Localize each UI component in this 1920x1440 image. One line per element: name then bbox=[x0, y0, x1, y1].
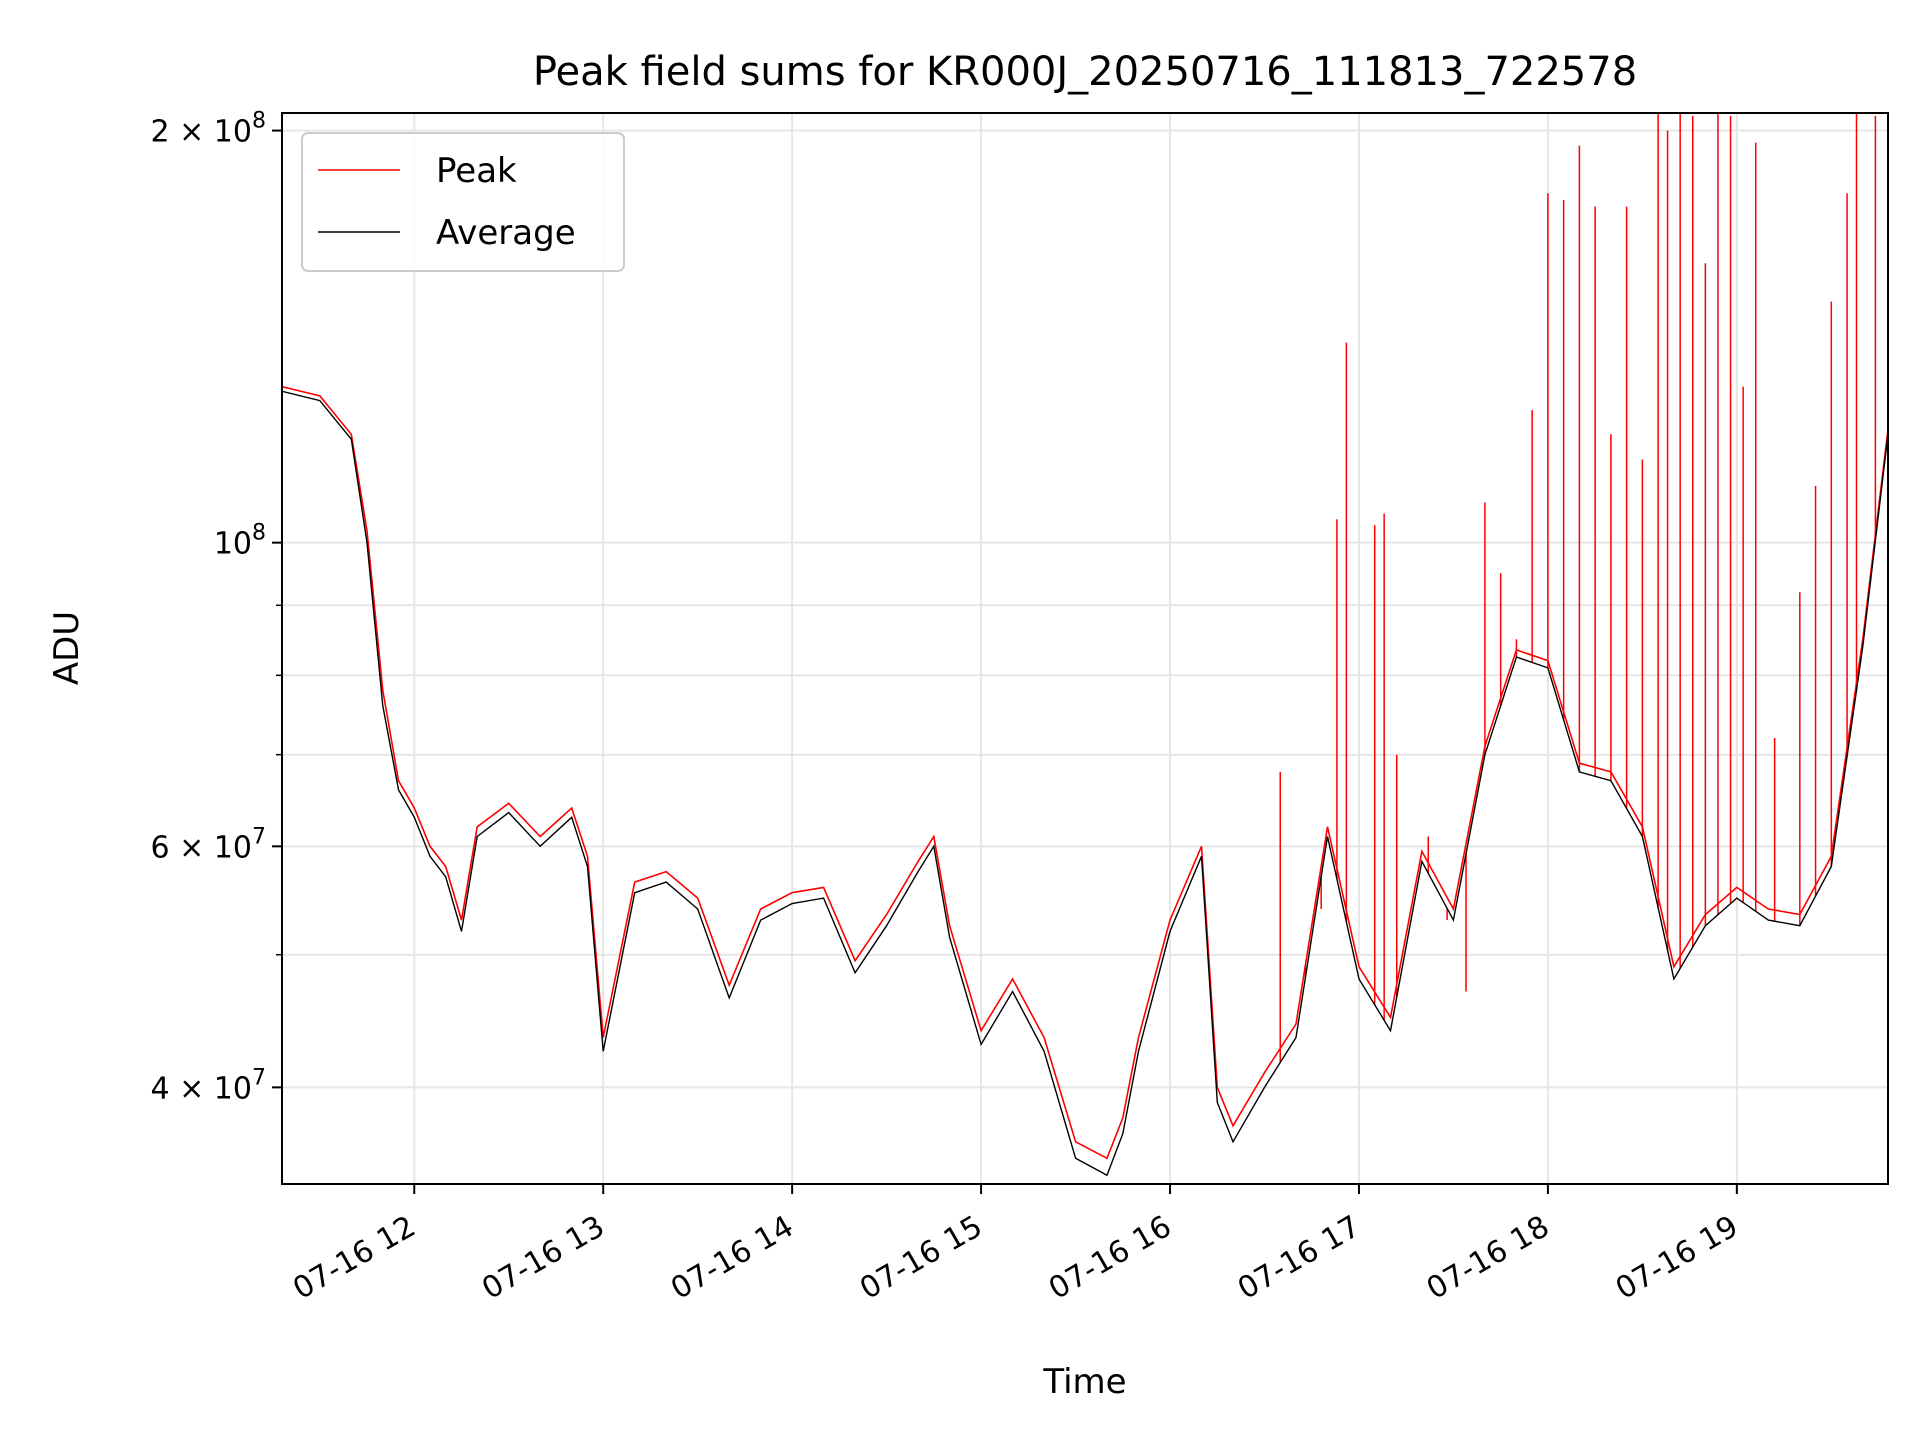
legend-peak-label: Peak bbox=[436, 151, 517, 191]
series-average-line bbox=[282, 390, 1888, 1177]
y-axis: 4 × 107 6 × 107 108 2 × 108 bbox=[151, 109, 282, 1106]
chart-title: Peak field sums for KR000J_20250716_1118… bbox=[533, 49, 1637, 95]
series-peak-line bbox=[282, 385, 1888, 1160]
plot-frame bbox=[281, 112, 1889, 1185]
legend-average-label: Average bbox=[436, 213, 576, 253]
plot-area bbox=[282, 113, 1888, 1177]
y-tick-label: 6 × 107 bbox=[151, 824, 266, 865]
x-axis-label: Time bbox=[1042, 1362, 1126, 1402]
series-layer bbox=[282, 113, 1888, 1177]
y-axis-label: ADU bbox=[47, 611, 87, 685]
y-tick-label: 2 × 108 bbox=[151, 109, 266, 150]
legend: Peak Average bbox=[301, 132, 625, 272]
y-tick-label: 108 bbox=[214, 521, 266, 562]
legend-box bbox=[301, 132, 625, 272]
y-tick-label: 4 × 107 bbox=[151, 1065, 266, 1106]
